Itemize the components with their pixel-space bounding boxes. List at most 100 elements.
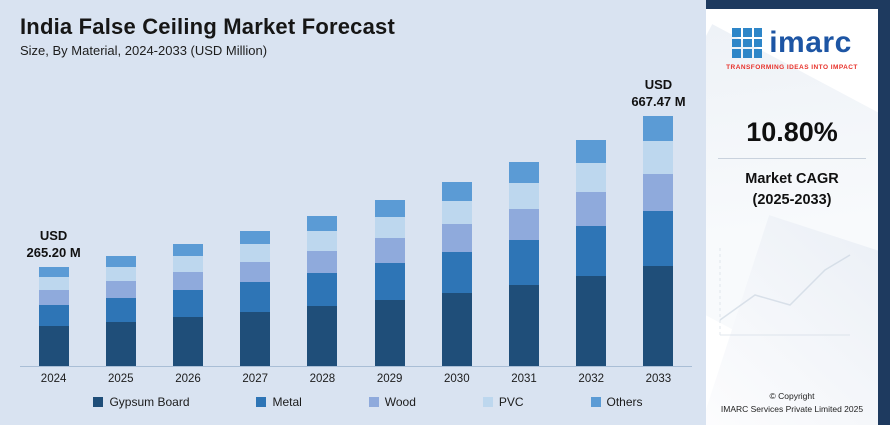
bar-column-2030 bbox=[423, 182, 490, 366]
bar-stack-2033 bbox=[643, 116, 674, 366]
panel-top-strip bbox=[706, 0, 878, 9]
segment-wood-2028 bbox=[307, 250, 338, 274]
segment-wood-2032 bbox=[576, 192, 607, 227]
plot-area: USD 265.20 M USD 667.47 M 2024 2025 2026 2027 2… bbox=[20, 62, 692, 387]
segment-gypsum-board-2030 bbox=[441, 292, 472, 366]
segment-others-2029 bbox=[374, 200, 405, 217]
legend-swatch bbox=[482, 397, 493, 407]
bar-column-2026 bbox=[154, 244, 221, 366]
segment-pvc-2024 bbox=[38, 276, 69, 290]
segment-metal-2027 bbox=[240, 282, 271, 312]
segment-wood-2027 bbox=[240, 262, 271, 283]
legend-swatch bbox=[256, 397, 267, 407]
copyright-line1: © Copyright bbox=[769, 390, 815, 401]
decorative-chart-sketch bbox=[719, 245, 851, 336]
legend-item-gypsum-board: Gypsum Board bbox=[93, 395, 190, 409]
cagr-years: (2025-2033) bbox=[752, 192, 832, 209]
segment-pvc-2027 bbox=[240, 244, 271, 263]
segment-others-2028 bbox=[307, 216, 338, 232]
x-label-2024: 2024 bbox=[40, 373, 67, 385]
segment-others-2033 bbox=[643, 116, 674, 141]
segment-others-2025 bbox=[105, 256, 136, 268]
imarc-logo-icon bbox=[732, 28, 763, 58]
x-label-2033: 2033 bbox=[645, 373, 672, 385]
chart-section: India False Ceiling Market Forecast Size… bbox=[20, 14, 706, 417]
bar-stack-2027 bbox=[240, 230, 271, 366]
chart-header: India False Ceiling Market Forecast Size… bbox=[20, 14, 706, 58]
segment-pvc-2032 bbox=[576, 162, 607, 193]
legend-label: Gypsum Board bbox=[109, 395, 190, 409]
segment-wood-2029 bbox=[374, 238, 405, 264]
page-title: India False Ceiling Market Forecast bbox=[20, 14, 396, 39]
x-label-2027: 2027 bbox=[242, 373, 268, 385]
chart-subtitle: Size, By Material, 2024-2033 (USD Millio… bbox=[20, 43, 268, 58]
bar-column-2024: USD 265.20 M bbox=[20, 228, 87, 366]
x-label-2032: 2032 bbox=[578, 373, 605, 385]
segment-wood-2030 bbox=[441, 224, 472, 252]
bar-value-label-2024: USD 265.20 M bbox=[26, 227, 81, 260]
cagr-value: 10.80% bbox=[746, 117, 838, 147]
legend-label: PVC bbox=[498, 395, 524, 409]
segment-wood-2024 bbox=[38, 289, 69, 305]
info-panel: imarc TRANSFORMING IDEAS INTO IMPACT 10.… bbox=[706, 0, 878, 425]
segment-wood-2033 bbox=[643, 173, 674, 211]
segment-pvc-2033 bbox=[643, 141, 674, 174]
legend-item-pvc: PVC bbox=[482, 395, 524, 409]
x-axis-labels: 2024 2025 2026 2027 2028 2029 2030 2031 2032 2033 bbox=[20, 367, 692, 387]
segment-others-2030 bbox=[441, 182, 472, 201]
segment-metal-2029 bbox=[374, 263, 405, 300]
imarc-logo-text: imarc bbox=[769, 26, 852, 59]
bar-column-2025 bbox=[87, 256, 154, 366]
segment-metal-2031 bbox=[509, 239, 540, 285]
x-label-2029: 2029 bbox=[376, 373, 403, 385]
legend: Gypsum Board Metal Wood PVC Others bbox=[20, 387, 706, 417]
legend-item-wood: Wood bbox=[368, 395, 416, 409]
segment-pvc-2031 bbox=[509, 182, 540, 210]
bar-stack-2028 bbox=[307, 216, 338, 366]
segment-others-2032 bbox=[576, 140, 607, 163]
cagr-block: 10.80% Market CAGR (2025-2033) bbox=[706, 117, 878, 211]
segment-metal-2026 bbox=[173, 290, 203, 318]
bar-column-2033: USD 667.47 M bbox=[625, 77, 692, 366]
bar-stack-2025 bbox=[105, 256, 136, 366]
legend-swatch bbox=[93, 397, 104, 407]
cagr-label: Market CAGR bbox=[745, 171, 839, 187]
segment-pvc-2028 bbox=[307, 231, 338, 251]
segment-gypsum-board-2031 bbox=[509, 284, 540, 366]
x-label-2025: 2025 bbox=[108, 373, 134, 385]
bar-column-2028 bbox=[289, 216, 356, 366]
bar-column-2032 bbox=[558, 140, 625, 366]
segment-wood-2026 bbox=[173, 272, 203, 291]
segment-metal-2028 bbox=[307, 273, 338, 307]
x-label-2030: 2030 bbox=[444, 373, 470, 385]
bar-value-label-2033: USD 667.47 M bbox=[631, 77, 686, 110]
segment-pvc-2025 bbox=[105, 267, 136, 282]
segment-metal-2032 bbox=[576, 226, 607, 276]
x-label-2028: 2028 bbox=[309, 373, 336, 385]
segment-gypsum-board-2028 bbox=[307, 306, 338, 366]
segment-gypsum-board-2029 bbox=[374, 299, 405, 366]
segment-metal-2025 bbox=[105, 297, 136, 322]
divider bbox=[718, 158, 866, 159]
segment-others-2024 bbox=[38, 266, 69, 277]
bar-stack-2030 bbox=[441, 182, 472, 366]
bar-stack-2032 bbox=[576, 140, 607, 366]
imarc-logo: imarc TRANSFORMING IDEAS INTO IMPACT bbox=[726, 26, 858, 72]
segment-pvc-2029 bbox=[374, 216, 405, 239]
copyright: © Copyright IMARC Services Private Limit… bbox=[706, 390, 878, 416]
bar-stack-2031 bbox=[509, 162, 540, 366]
legend-label: Others bbox=[606, 395, 643, 409]
segment-metal-2030 bbox=[441, 252, 472, 293]
segment-others-2031 bbox=[509, 162, 540, 183]
imarc-tagline: TRANSFORMING IDEAS INTO IMPACT bbox=[726, 64, 858, 71]
segment-others-2027 bbox=[240, 230, 271, 245]
legend-label: Wood bbox=[384, 395, 416, 409]
segment-wood-2025 bbox=[105, 281, 136, 298]
bar-column-2031 bbox=[490, 162, 557, 366]
segment-gypsum-board-2032 bbox=[576, 275, 607, 366]
bar-stack-2029 bbox=[374, 200, 405, 366]
x-label-2026: 2026 bbox=[175, 373, 201, 385]
bar-stack-2024 bbox=[38, 266, 69, 366]
segment-wood-2031 bbox=[509, 209, 540, 240]
